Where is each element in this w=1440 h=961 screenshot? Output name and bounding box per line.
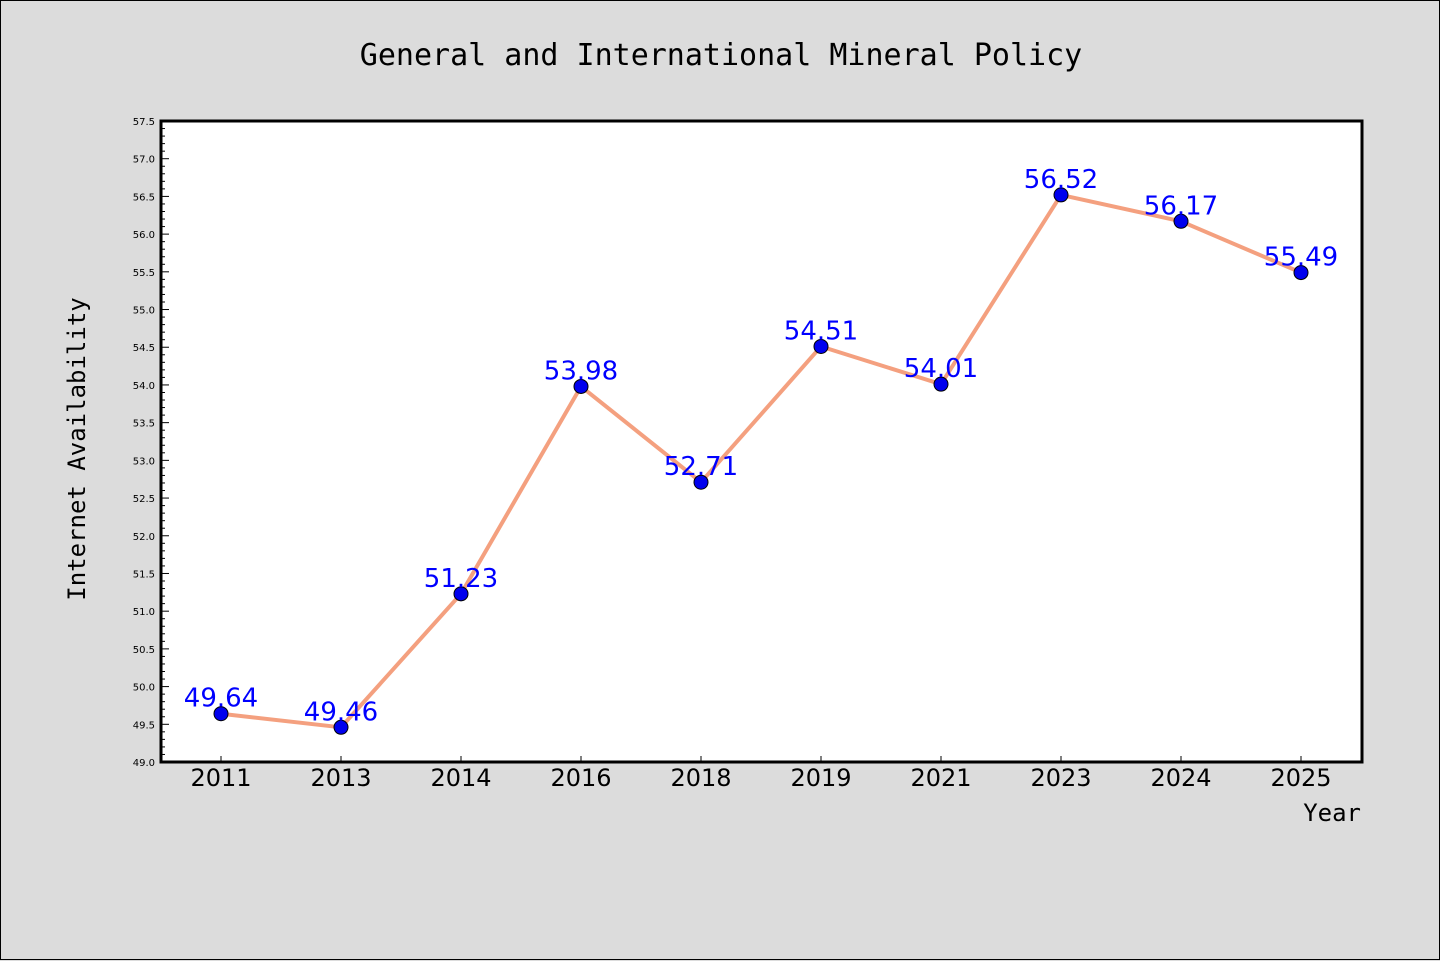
data-label: 54.01 [904,354,978,384]
data-point [573,378,589,394]
y-tick-label: 56.5 [133,192,155,203]
series-line-group [220,192,1302,730]
y-tick-label: 52.5 [133,494,155,505]
chart-title: General and International Mineral Policy [360,38,1082,73]
y-tick-label: 50.5 [133,645,155,656]
y-tick-label: 50.0 [133,683,155,694]
y-tick-label: 53.5 [133,419,155,430]
data-point [1173,213,1189,229]
data-label: 54.51 [784,316,858,346]
y-tick-label: 52.0 [133,532,155,543]
plot-area [159,119,1364,764]
x-tick-label: 2019 [790,764,851,792]
y-tick-label: 56.0 [133,230,155,241]
x-axis-ticks: 2011 2013 2014 2016 2018 2019 2021 2023 2024 2025 [190,756,1332,792]
x-tick-label: 2014 [430,764,491,792]
data-point [213,706,229,722]
x-tick-label: 2018 [670,764,731,792]
data-point [1053,187,1069,203]
x-tick-label: 2013 [310,764,371,792]
y-tick-label: 54.0 [133,381,155,392]
y-tick-label: 53.0 [133,456,155,467]
series-line [220,192,1302,730]
x-tick-label: 2021 [910,764,971,792]
y-axis-label: Internet Availability [63,297,91,600]
y-tick-label: 57.0 [133,155,155,166]
y-tick-label: 49.0 [133,758,155,769]
y-tick-label: 55.5 [133,268,155,279]
data-point [333,719,349,735]
y-axis-ticks: 49.0 49.5 50.0 50.5 51.0 51.5 52.0 52.5 53.0 53.5… [133,117,169,769]
data-label: 55.49 [1264,243,1338,273]
x-axis-label: Year [1303,799,1361,827]
x-tick-label: 2025 [1270,764,1331,792]
y-tick-label: 57.5 [133,117,155,128]
data-point [693,474,709,490]
data-label: 56.17 [1144,191,1218,221]
series-markers [213,187,1309,735]
data-point [813,338,829,354]
y-tick-label: 51.5 [133,569,155,580]
y-tick-label: 55.0 [133,306,155,317]
y-tick-label: 51.0 [133,607,155,618]
data-label: 52.71 [664,452,738,482]
x-tick-label: 2023 [1030,764,1091,792]
x-tick-label: 2011 [190,764,251,792]
data-label: 56.52 [1024,165,1098,195]
x-tick-label: 2024 [1150,764,1211,792]
data-labels: 49.64 49.46 51.23 53.98 52.71 54.51 54.01 56.52… [184,165,1338,727]
data-label: 49.46 [304,697,378,727]
data-point [933,376,949,392]
data-label: 49.64 [184,684,258,714]
y-tick-label: 54.5 [133,343,155,354]
data-point [453,586,469,602]
y-tick-label: 49.5 [133,720,155,731]
data-label: 53.98 [544,356,618,386]
data-label: 51.23 [424,564,498,594]
data-point [1293,265,1309,281]
x-tick-label: 2016 [550,764,611,792]
